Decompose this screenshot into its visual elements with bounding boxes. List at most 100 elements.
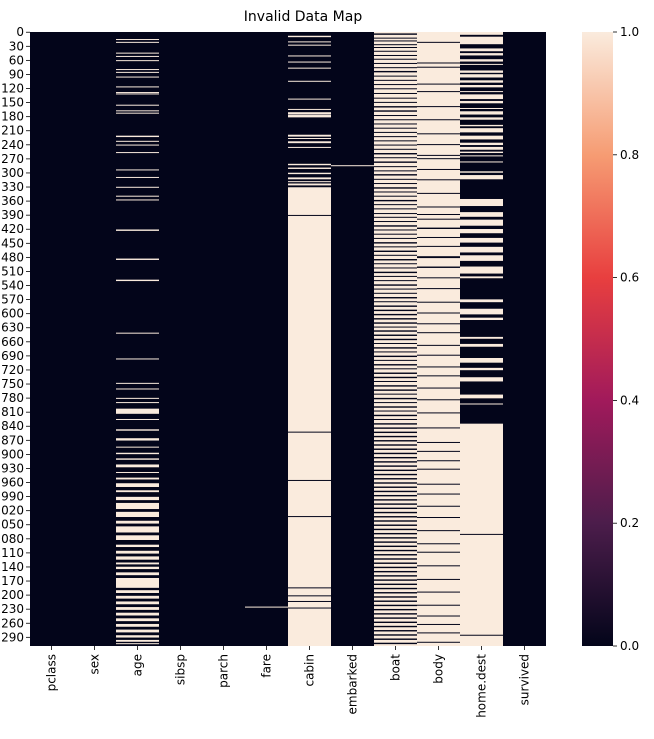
heatmap-valid-band-body <box>417 158 460 160</box>
heatmap-invalid-band-home.dest <box>460 74 503 78</box>
heatmap-invalid-band-age <box>116 452 159 455</box>
heatmap-valid-band-boat <box>374 376 417 379</box>
heatmap-valid-band-boat <box>374 448 417 450</box>
y-tick-label: 180 <box>1 110 24 124</box>
heatmap-valid-band-boat <box>374 625 417 628</box>
heatmap-invalid-band-home.dest <box>460 394 503 399</box>
heatmap-invalid-band-cabin <box>288 134 331 137</box>
heatmap-valid-band-boat <box>374 119 417 121</box>
heatmap-invalid-band-age <box>116 135 159 138</box>
heatmap-valid-band-boat <box>374 47 417 49</box>
heatmap-invalid-band-age <box>116 55 159 57</box>
heatmap-valid-band-body <box>417 91 460 93</box>
heatmap-valid-band-boat <box>374 297 417 299</box>
y-tick-label: 840 <box>1 419 24 433</box>
heatmap-invalid-band-home.dest <box>460 367 503 371</box>
heatmap-valid-band-body <box>417 530 460 532</box>
heatmap-valid-band-boat <box>374 204 417 206</box>
heatmap-valid-band-boat <box>374 414 417 417</box>
x-tick-label-sex: sex <box>88 654 102 675</box>
x-tick-label-parch: parch <box>217 654 231 688</box>
heatmap-valid-band-boat <box>374 642 417 645</box>
colorbar-tick-label: 0.0 <box>620 639 639 653</box>
heatmap-valid-band-boat <box>374 554 417 556</box>
heatmap-invalid-band-home.dest <box>460 171 503 173</box>
heatmap-valid-band-body <box>417 387 460 389</box>
heatmap-invalid-band-age <box>116 496 159 501</box>
heatmap-valid-band-boat <box>374 549 417 552</box>
heatmap-invalid-band-home.dest <box>460 299 503 303</box>
heatmap-invalid-band-age <box>116 535 159 540</box>
heatmap-invalid-band-home.dest <box>460 151 503 154</box>
heatmap-invalid-band-home.dest <box>460 266 503 274</box>
heatmap-valid-band-boat <box>374 630 417 632</box>
heatmap-valid-band-boat <box>374 166 417 168</box>
y-tick-label: 420 <box>1 222 24 236</box>
heatmap-invalid-band-age <box>116 607 159 610</box>
heatmap-invalid-band-home.dest <box>460 59 503 62</box>
heatmap-invalid-band-home.dest <box>460 100 503 104</box>
y-tick-label: 930 <box>1 461 24 475</box>
y-tick-label: 1140 <box>0 560 24 574</box>
heatmap-valid-band-boat <box>374 271 417 274</box>
heatmap-valid-band-body <box>417 206 460 208</box>
heatmap-valid-band-boat <box>374 305 417 307</box>
heatmap-valid-band-boat <box>374 106 417 108</box>
heatmap-valid-band-boat <box>374 37 417 39</box>
heatmap-invalid-band-age <box>116 566 159 570</box>
heatmap-valid-band-boat <box>374 136 417 138</box>
heatmap-valid-band-boat <box>374 566 417 569</box>
heatmap-valid-band-body <box>417 505 460 507</box>
heatmap-valid-band-boat <box>374 402 417 404</box>
heatmap-valid-band-body <box>417 323 460 325</box>
heatmap-invalid-band-age <box>116 397 159 399</box>
y-tick-label: 300 <box>1 166 24 180</box>
heatmap-invalid-band-age <box>116 92 159 94</box>
heatmap-valid-band-boat <box>374 516 417 518</box>
heatmap-valid-band-body <box>417 266 460 268</box>
y-tick-label: 150 <box>1 96 24 110</box>
heatmap-invalid-band-age <box>116 60 159 62</box>
y-tick-label: 870 <box>1 433 24 447</box>
heatmap-invalid-band-age <box>116 477 159 480</box>
heatmap-valid-band-boat <box>374 221 417 223</box>
heatmap-valid-band-boat <box>374 208 417 210</box>
heatmap-valid-band-body <box>417 245 460 247</box>
heatmap-invalid-band-age <box>116 332 159 334</box>
heatmap-invalid-band-age <box>116 86 159 88</box>
heatmap-invalid-band-home.dest <box>460 117 503 120</box>
y-tick-label: 960 <box>1 476 24 490</box>
heatmap-invalid-band-age <box>116 623 159 627</box>
heatmap-invalid-band-home.dest <box>460 32 503 35</box>
y-tick-label: 1290 <box>0 630 24 644</box>
heatmap-valid-band-body <box>417 604 460 606</box>
heatmap-invalid-band-cabin <box>288 41 331 43</box>
heatmap-valid-band-body <box>417 412 460 414</box>
colorbar-tick-label: 1.0 <box>620 25 639 39</box>
heatmap-valid-band-boat <box>374 153 417 155</box>
heatmap-invalid-band-age <box>116 458 159 460</box>
heatmap-valid-band-boat <box>374 364 417 366</box>
heatmap-valid-band-body <box>417 632 460 634</box>
heatmap-valid-band-boat <box>374 101 417 103</box>
heatmap-invalid-band-age <box>116 258 159 260</box>
heatmap-invalid-band-cabin <box>288 61 331 63</box>
heatmap-invalid-band-home.dest <box>460 128 503 133</box>
heatmap-valid-band-body <box>417 551 460 553</box>
heatmap-valid-band-boat <box>374 140 417 142</box>
heatmap-area <box>30 32 546 646</box>
heatmap-invalid-band-cabin <box>288 172 331 175</box>
heatmap-invalid-band-age <box>116 110 159 112</box>
y-tick-label: 30 <box>9 39 24 53</box>
y-tick-label: 510 <box>1 264 24 278</box>
heatmap-valid-band-body <box>417 218 460 220</box>
heatmap-invalid-band-home.dest <box>460 53 503 56</box>
heatmap-valid-band-boat <box>374 67 417 69</box>
heatmap-valid-band-boat <box>374 478 417 480</box>
heatmap-valid-band-boat <box>374 499 417 501</box>
heatmap-valid-band-boat <box>374 330 417 332</box>
heatmap-invalid-band-age <box>116 144 159 146</box>
heatmap-invalid-band-home.dest <box>460 107 503 109</box>
heatmap-valid-band-home.dest <box>460 634 503 636</box>
